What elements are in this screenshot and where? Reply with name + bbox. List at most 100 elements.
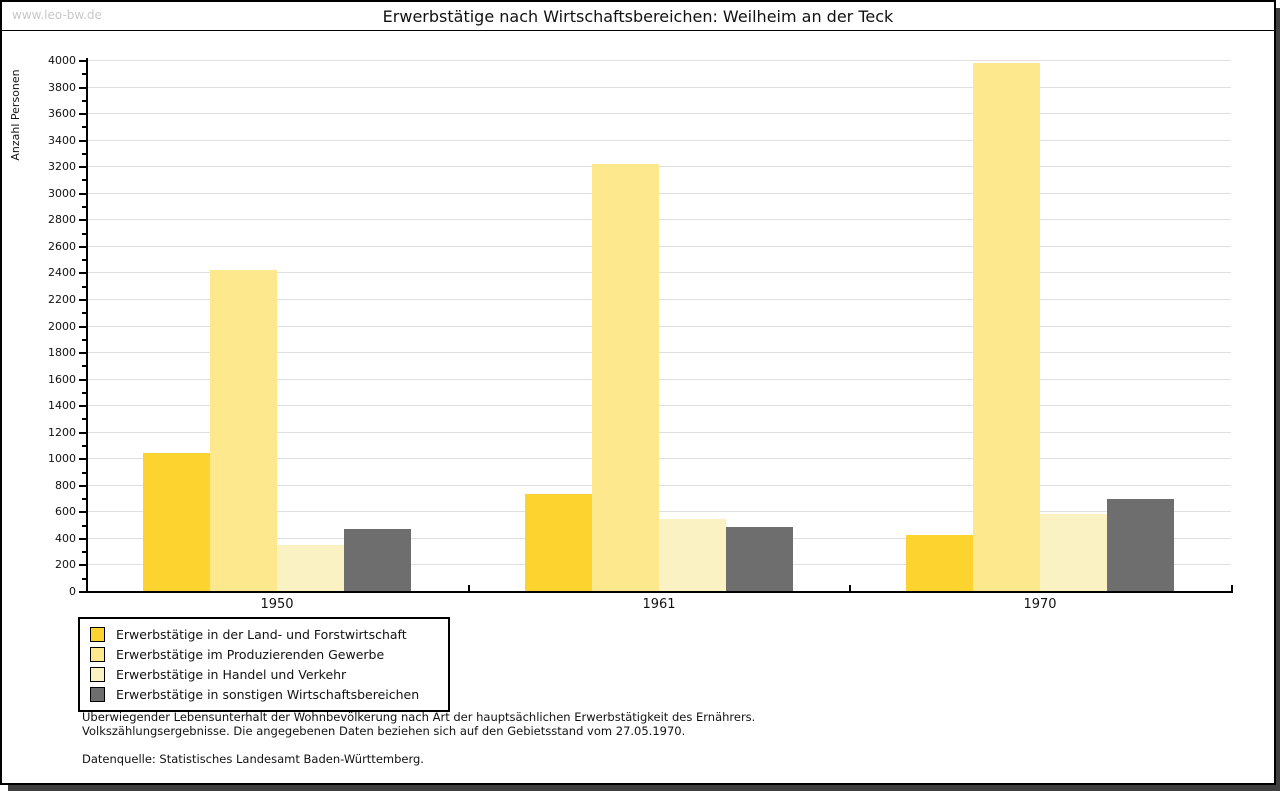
x-axis-category-label: 1950	[260, 597, 294, 612]
legend: Erwerbstätige in der Land- und Forstwirt…	[78, 617, 450, 712]
legend-swatch-icon	[90, 626, 105, 642]
y-axis-tick	[79, 591, 86, 593]
legend-swatch-icon	[90, 666, 105, 682]
y-axis-tick-label: 2200	[48, 293, 76, 306]
y-axis-tick	[82, 259, 86, 261]
bar-1970-series-4	[1107, 499, 1174, 591]
frame-shadow-right	[1276, 8, 1280, 785]
y-axis-tick-label: 4000	[48, 54, 76, 67]
y-axis-tick-label: 1200	[48, 426, 76, 439]
y-axis-tick-label: 3600	[48, 107, 76, 120]
y-axis-tick-label: 1000	[48, 452, 76, 465]
y-axis-tick	[79, 166, 86, 168]
y-axis-tick-label: 3800	[48, 81, 76, 94]
y-axis-tick	[82, 286, 86, 288]
y-axis-tick	[82, 578, 86, 580]
y-axis-tick	[79, 299, 86, 301]
y-axis-title: Anzahl Personen	[9, 69, 22, 161]
y-axis-tick	[79, 458, 86, 460]
y-axis-tick-label: 400	[55, 532, 76, 545]
y-axis-tick-label: 2000	[48, 320, 76, 333]
legend-item: Erwerbstätige im Produzierenden Gewerbe	[86, 644, 442, 664]
footnote-line-2: Volkszählungsergebnisse. Die angegebenen…	[82, 724, 686, 738]
y-axis-tick	[82, 525, 86, 527]
y-axis-tick	[82, 365, 86, 367]
x-axis-category-label: 1970	[1023, 597, 1057, 612]
y-axis-tick	[82, 73, 86, 75]
y-axis-tick	[79, 379, 86, 381]
y-axis-tick	[82, 126, 86, 128]
y-axis-tick	[82, 206, 86, 208]
y-axis-tick	[79, 60, 86, 62]
bar-1970-series-2	[973, 63, 1040, 591]
y-axis-tick	[82, 418, 86, 420]
y-gridline	[86, 140, 1231, 141]
y-gridline	[86, 113, 1231, 114]
y-axis-tick	[79, 485, 86, 487]
y-axis-tick-label: 1600	[48, 373, 76, 386]
y-axis-tick-label: 2400	[48, 266, 76, 279]
y-axis-tick	[79, 140, 86, 142]
y-axis-tick	[79, 405, 86, 407]
bar-1950-series-1	[143, 453, 210, 591]
y-axis-tick	[82, 100, 86, 102]
bar-1961-series-4	[726, 527, 793, 591]
y-axis-tick	[82, 233, 86, 235]
y-axis-tick	[82, 498, 86, 500]
y-axis-tick	[79, 193, 86, 195]
footnote-line-1: Überwiegender Lebensunterhalt der Wohnbe…	[82, 710, 756, 724]
y-axis-tick	[79, 113, 86, 115]
legend-label: Erwerbstätige im Produzierenden Gewerbe	[116, 646, 385, 662]
bar-1970-series-1	[906, 535, 973, 591]
y-axis-tick-label: 800	[55, 479, 76, 492]
y-axis-tick-label: 3200	[48, 160, 76, 173]
x-axis-category-label: 1961	[642, 597, 676, 612]
bar-1961-series-3	[659, 519, 726, 591]
y-axis-tick-label: 1400	[48, 399, 76, 412]
y-axis-tick	[79, 511, 86, 513]
y-axis-tick	[79, 538, 86, 540]
bar-1961-series-1	[525, 494, 592, 591]
y-axis-tick	[79, 219, 86, 221]
title-separator	[2, 30, 1274, 31]
y-axis-tick	[82, 312, 86, 314]
legend-label: Erwerbstätige in Handel und Verkehr	[116, 666, 347, 682]
y-axis-tick	[82, 153, 86, 155]
y-axis-tick	[82, 392, 86, 394]
legend-item: Erwerbstätige in der Land- und Forstwirt…	[86, 624, 442, 644]
frame-shadow-bottom	[8, 785, 1280, 791]
y-axis-tick-label: 2800	[48, 213, 76, 226]
legend-swatch-icon	[90, 686, 105, 702]
y-axis-tick	[82, 551, 86, 553]
y-axis-tick-label: 3000	[48, 187, 76, 200]
y-axis-tick	[79, 432, 86, 434]
legend-label: Erwerbstätige in der Land- und Forstwirt…	[116, 626, 407, 642]
legend-item: Erwerbstätige in sonstigen Wirtschaftsbe…	[86, 684, 442, 704]
bar-1961-series-2	[592, 164, 659, 591]
watermark-link: www.leo-bw.de	[12, 8, 102, 22]
chart-title: Erwerbstätige nach Wirtschaftsbereichen:…	[382, 7, 894, 26]
y-axis-tick	[82, 339, 86, 341]
y-axis-tick-label: 200	[55, 558, 76, 571]
x-axis-tick	[468, 585, 470, 591]
y-axis-tick	[82, 445, 86, 447]
y-axis-tick-label: 2600	[48, 240, 76, 253]
y-axis-tick	[79, 326, 86, 328]
bar-1950-series-2	[210, 270, 277, 591]
legend-swatch-icon	[90, 646, 105, 662]
y-axis-tick-label: 0	[69, 585, 76, 598]
y-axis-tick-label: 600	[55, 505, 76, 518]
y-axis-tick	[79, 87, 86, 89]
legend-label: Erwerbstätige in sonstigen Wirtschaftsbe…	[116, 686, 420, 702]
x-axis-tick	[1231, 585, 1233, 591]
y-axis-tick	[79, 564, 86, 566]
legend-item: Erwerbstätige in Handel und Verkehr	[86, 664, 442, 684]
bar-1970-series-3	[1040, 514, 1107, 591]
y-axis-tick	[82, 179, 86, 181]
y-axis-tick	[79, 246, 86, 248]
bar-1950-series-3	[277, 545, 344, 591]
bar-1950-series-4	[344, 529, 411, 591]
data-source-note: Datenquelle: Statistisches Landesamt Bad…	[82, 752, 424, 766]
